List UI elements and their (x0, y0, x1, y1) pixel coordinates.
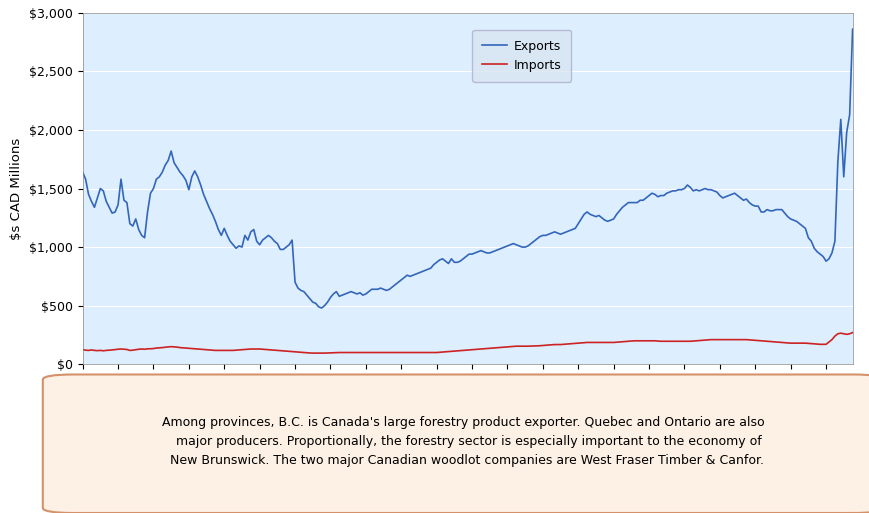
Exports (699, 185, 709, 191)
Line: Imports: Imports (83, 332, 852, 353)
Imports (584, 340, 594, 346)
Exports (77, 169, 88, 175)
Imports (787, 340, 798, 346)
FancyBboxPatch shape (43, 374, 869, 513)
Line: Exports: Exports (83, 29, 852, 308)
Imports (554, 342, 565, 348)
Exports (628, 200, 639, 206)
Exports (846, 26, 857, 32)
Y-axis label: $s CAD Millions: $s CAD Millions (10, 137, 23, 240)
Exports (584, 211, 594, 218)
Exports (316, 305, 327, 311)
Exports (787, 217, 798, 223)
Imports (628, 338, 639, 344)
Imports (307, 350, 317, 356)
Exports (554, 231, 565, 238)
Text: Among provinces, B.C. is Canada's large forestry product exporter. Quebec and On: Among provinces, B.C. is Canada's large … (162, 416, 764, 467)
Imports (599, 340, 609, 346)
Legend: Exports, Imports: Exports, Imports (472, 30, 570, 82)
Imports (699, 337, 709, 343)
Imports (846, 329, 857, 336)
Imports (77, 346, 88, 352)
Exports (599, 217, 609, 223)
X-axis label: Year & Month: Year & Month (414, 403, 521, 417)
